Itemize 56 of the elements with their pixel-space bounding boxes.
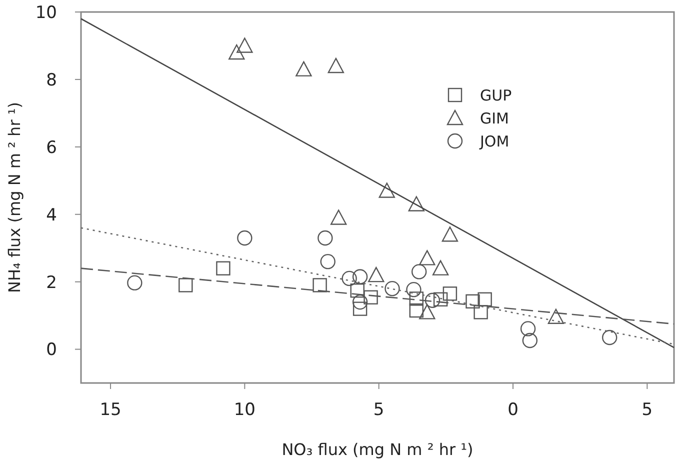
point <box>342 270 357 286</box>
point <box>522 332 538 348</box>
y-axis-title: NH₄ flux (mg N m ² hr ¹) <box>5 102 24 294</box>
point <box>384 280 400 296</box>
point <box>350 283 364 298</box>
point <box>296 61 312 76</box>
point <box>237 230 252 246</box>
point <box>318 230 333 246</box>
point <box>378 182 395 198</box>
point <box>368 266 384 282</box>
x-tick-label: 5 <box>642 400 653 420</box>
point <box>442 286 458 301</box>
point <box>474 305 488 320</box>
y-tick-label: 2 <box>46 272 57 293</box>
point <box>228 44 245 60</box>
point <box>320 254 336 270</box>
point <box>411 264 427 280</box>
legend-label: GIM <box>480 109 509 128</box>
point <box>409 292 424 306</box>
x-tick-label: 10 <box>234 400 256 420</box>
point <box>602 330 618 346</box>
point <box>352 294 368 310</box>
x-tick-label: 15 <box>100 400 122 420</box>
point <box>236 38 253 53</box>
point <box>466 294 480 308</box>
point <box>127 275 142 290</box>
point <box>352 269 368 284</box>
point <box>478 292 492 306</box>
y-tick-label: 0 <box>46 340 57 360</box>
point <box>520 321 536 336</box>
point <box>178 278 193 292</box>
y-tick-label: 8 <box>46 70 57 90</box>
point <box>216 261 230 276</box>
point <box>406 282 422 298</box>
legend-label: JOM <box>479 132 510 150</box>
legend-label: GUP <box>480 86 512 104</box>
point <box>312 278 327 292</box>
x-axis-title: NO₃ flux (mg N m ² hr ¹) <box>282 440 474 459</box>
y-tick-label: 6 <box>46 138 57 158</box>
point <box>432 260 449 276</box>
y-tick-label: 10 <box>35 2 57 23</box>
point <box>352 302 368 316</box>
point <box>330 210 347 225</box>
point <box>419 304 436 320</box>
point <box>433 292 448 306</box>
point <box>419 250 436 266</box>
x-tick-label: 0 <box>508 400 518 420</box>
point <box>424 292 440 308</box>
point <box>364 290 378 304</box>
point <box>409 303 424 318</box>
point <box>408 196 425 212</box>
y-tick-label: 4 <box>46 205 57 226</box>
point <box>442 226 458 242</box>
point <box>548 308 564 324</box>
x-tick-label: 5 <box>373 400 384 420</box>
point <box>328 58 344 74</box>
